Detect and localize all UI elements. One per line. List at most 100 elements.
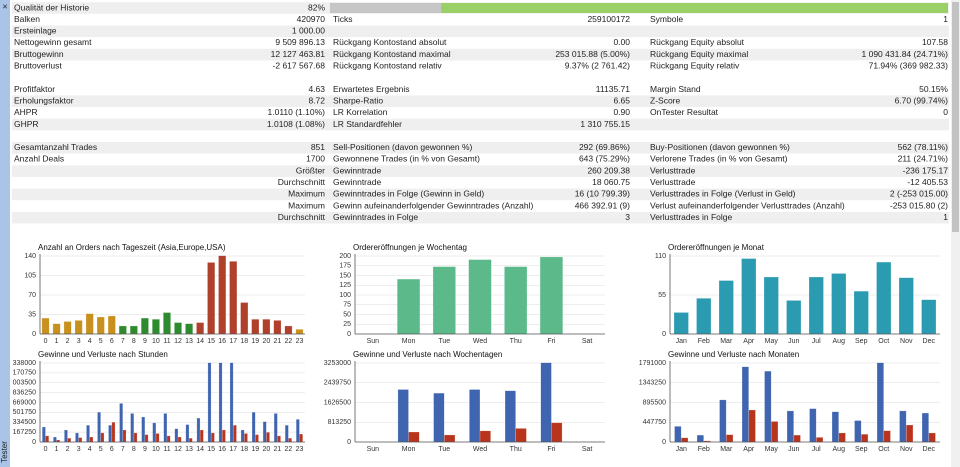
y-tick-label: 813250 bbox=[328, 419, 351, 426]
bar bbox=[207, 262, 215, 334]
x-tick-label: 10 bbox=[152, 446, 160, 453]
x-tick-label: 5 bbox=[99, 446, 103, 453]
y-tick-label: 0 bbox=[32, 331, 36, 338]
bar bbox=[42, 426, 46, 442]
x-tick-label: 12 bbox=[174, 446, 182, 453]
x-tick-label: 17 bbox=[229, 338, 237, 345]
bar bbox=[921, 299, 936, 334]
bar bbox=[505, 390, 516, 442]
bar bbox=[854, 420, 862, 442]
sidebar-label[interactable]: Tester bbox=[0, 441, 9, 463]
bar bbox=[64, 429, 68, 442]
x-tick-label: Sat bbox=[582, 446, 593, 453]
y-tick-label: 35 bbox=[28, 311, 36, 318]
bar bbox=[141, 416, 145, 442]
x-tick-label: Fri bbox=[547, 446, 556, 453]
x-tick-label: 18 bbox=[240, 338, 248, 345]
x-tick-label: 8 bbox=[132, 446, 136, 453]
row-value: 9.37% (2 761.42) bbox=[565, 61, 630, 71]
row-value: 292 (69.86%) bbox=[579, 142, 630, 152]
bar bbox=[899, 277, 914, 334]
row-value: 643 (75.29%) bbox=[579, 154, 630, 164]
chart-title: Ordereröffnungen je Wochentag bbox=[353, 243, 467, 252]
scrollbar[interactable] bbox=[951, 0, 960, 467]
bar bbox=[444, 434, 455, 442]
y-tick-label: 55 bbox=[658, 292, 666, 299]
x-tick-label: 22 bbox=[285, 338, 293, 345]
bar bbox=[696, 298, 711, 334]
bar bbox=[681, 437, 688, 442]
x-tick-label: Jan bbox=[676, 446, 687, 453]
bar bbox=[89, 437, 93, 442]
x-tick-label: 12 bbox=[174, 338, 182, 345]
x-tick-label: Mon bbox=[402, 338, 416, 345]
bar bbox=[263, 421, 267, 442]
y-tick-label: 75 bbox=[343, 302, 351, 309]
y-tick-label: 0 bbox=[662, 439, 666, 446]
bar bbox=[244, 433, 248, 442]
row-value: 82% bbox=[308, 2, 325, 12]
charts: Anzahl an Orders nach Tageszeit (Asia,Eu… bbox=[13, 243, 940, 453]
bar bbox=[196, 322, 204, 334]
row-value: 0.90 bbox=[613, 107, 630, 117]
y-tick-label: 669000 bbox=[13, 399, 36, 406]
x-tick-label: 23 bbox=[296, 338, 304, 345]
x-tick-label: Jul bbox=[812, 338, 821, 345]
bar bbox=[838, 432, 846, 442]
x-tick-label: Dec bbox=[923, 338, 936, 345]
x-tick-label: Feb bbox=[698, 446, 710, 453]
bar bbox=[119, 403, 123, 442]
y-tick-label: 501750 bbox=[13, 409, 36, 416]
bar bbox=[130, 413, 134, 442]
bars bbox=[42, 362, 303, 442]
bar bbox=[877, 362, 884, 442]
x-tick-label: 17 bbox=[229, 446, 237, 453]
bar bbox=[97, 317, 105, 334]
x-tick-label: Nov bbox=[900, 338, 913, 345]
row-label: Gesamtanzahl Trades bbox=[14, 142, 97, 152]
x-tick-label: 14 bbox=[196, 446, 204, 453]
row-background bbox=[12, 25, 949, 38]
bar bbox=[408, 432, 420, 442]
row-label: Rückgang Equity absolut bbox=[650, 37, 745, 47]
x-tick-label: Sun bbox=[367, 446, 380, 453]
row-label: Balken bbox=[14, 14, 40, 24]
x-tick-label: Oct bbox=[878, 338, 889, 345]
chart-title: Gewinne und Verluste nach Wochentagen bbox=[353, 350, 502, 359]
x-tick-label: 19 bbox=[251, 446, 259, 453]
row-value: 1 310 755.15 bbox=[580, 119, 630, 129]
row-value: 12 127 463.81 bbox=[271, 49, 326, 59]
x-tick-label: Apr bbox=[743, 338, 755, 345]
x-tick-label: Sat bbox=[582, 338, 593, 345]
row-label: Symbole bbox=[650, 14, 683, 24]
row-label: Z-Score bbox=[650, 95, 681, 105]
bar bbox=[211, 432, 215, 442]
close-icon[interactable]: × bbox=[2, 1, 7, 11]
row-value: 6.70 (99.74%) bbox=[895, 95, 949, 105]
bar bbox=[697, 435, 704, 442]
bar bbox=[922, 413, 929, 442]
bar bbox=[262, 319, 271, 334]
bar bbox=[167, 435, 171, 442]
x-tick-label: 8 bbox=[132, 338, 136, 345]
scrollbar-thumb[interactable] bbox=[952, 2, 959, 232]
y-tick-label: 447750 bbox=[643, 419, 666, 426]
bar bbox=[397, 389, 409, 442]
bar bbox=[551, 422, 563, 442]
x-tick-label: Apr bbox=[743, 446, 755, 453]
y-tick-label: 0 bbox=[347, 439, 351, 446]
bar bbox=[832, 411, 839, 442]
row-background bbox=[12, 95, 949, 107]
x-tick-label: 14 bbox=[196, 338, 204, 345]
x-tick-label: 2 bbox=[66, 446, 70, 453]
x-tick-label: 1 bbox=[55, 446, 59, 453]
row-background bbox=[12, 48, 949, 61]
bar bbox=[67, 438, 71, 442]
bar bbox=[433, 393, 445, 442]
bar bbox=[45, 435, 49, 442]
y-tick-label: 2439750 bbox=[324, 380, 351, 387]
row-value: 6.65 bbox=[613, 95, 630, 105]
x-tick-label: Thu bbox=[510, 446, 522, 453]
bar bbox=[504, 266, 528, 334]
bar bbox=[771, 421, 778, 442]
